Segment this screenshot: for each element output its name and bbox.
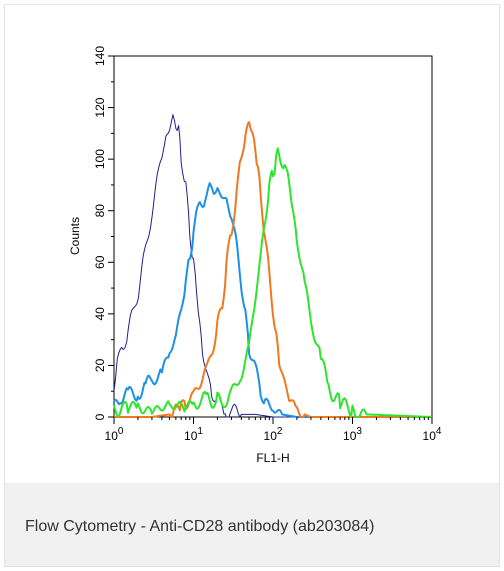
y-tick-label-120: 120 — [93, 97, 107, 117]
x-axis: 100 101 102 103 104 — [105, 417, 442, 443]
y-tick-label-40: 40 — [93, 307, 107, 321]
y-tick-label-80: 80 — [93, 204, 107, 218]
x-tick-label-2: 102 — [264, 426, 283, 443]
figure-caption: Flow Cytometry - Anti-CD28 antibody (ab2… — [25, 518, 375, 535]
chart-area: 0 20 40 60 80 100 120 140 100 101 102 103 104 Count… — [5, 5, 499, 483]
series-line-4 — [113, 147, 433, 418]
y-tick-label-20: 20 — [93, 358, 107, 372]
y-axis: 0 20 40 60 80 100 120 140 — [93, 46, 114, 420]
series-line-2 — [113, 182, 432, 418]
x-tick-label-3: 103 — [343, 426, 362, 443]
y-axis-label: Counts — [68, 217, 82, 255]
x-tick-label-4: 104 — [423, 426, 442, 443]
x-axis-label: FL1-H — [256, 451, 289, 465]
y-tick-label-140: 140 — [93, 46, 107, 66]
series-line-3 — [114, 121, 432, 418]
x-tick-label-0: 100 — [105, 426, 124, 443]
x-tick-label-1: 101 — [184, 426, 203, 443]
y-tick-label-60: 60 — [93, 255, 107, 269]
y-tick-label-100: 100 — [93, 149, 107, 169]
plot-frame — [113, 55, 433, 418]
caption-bar: Flow Cytometry - Anti-CD28 antibody (ab2… — [5, 483, 499, 566]
figure-card: 0 20 40 60 80 100 120 140 100 101 102 103 104 Count… — [4, 4, 500, 567]
flow-cytometry-histogram: 0 20 40 60 80 100 120 140 100 101 102 103 104 Count… — [68, 46, 442, 465]
series-layer — [113, 114, 433, 418]
y-tick-label-0: 0 — [93, 413, 107, 420]
